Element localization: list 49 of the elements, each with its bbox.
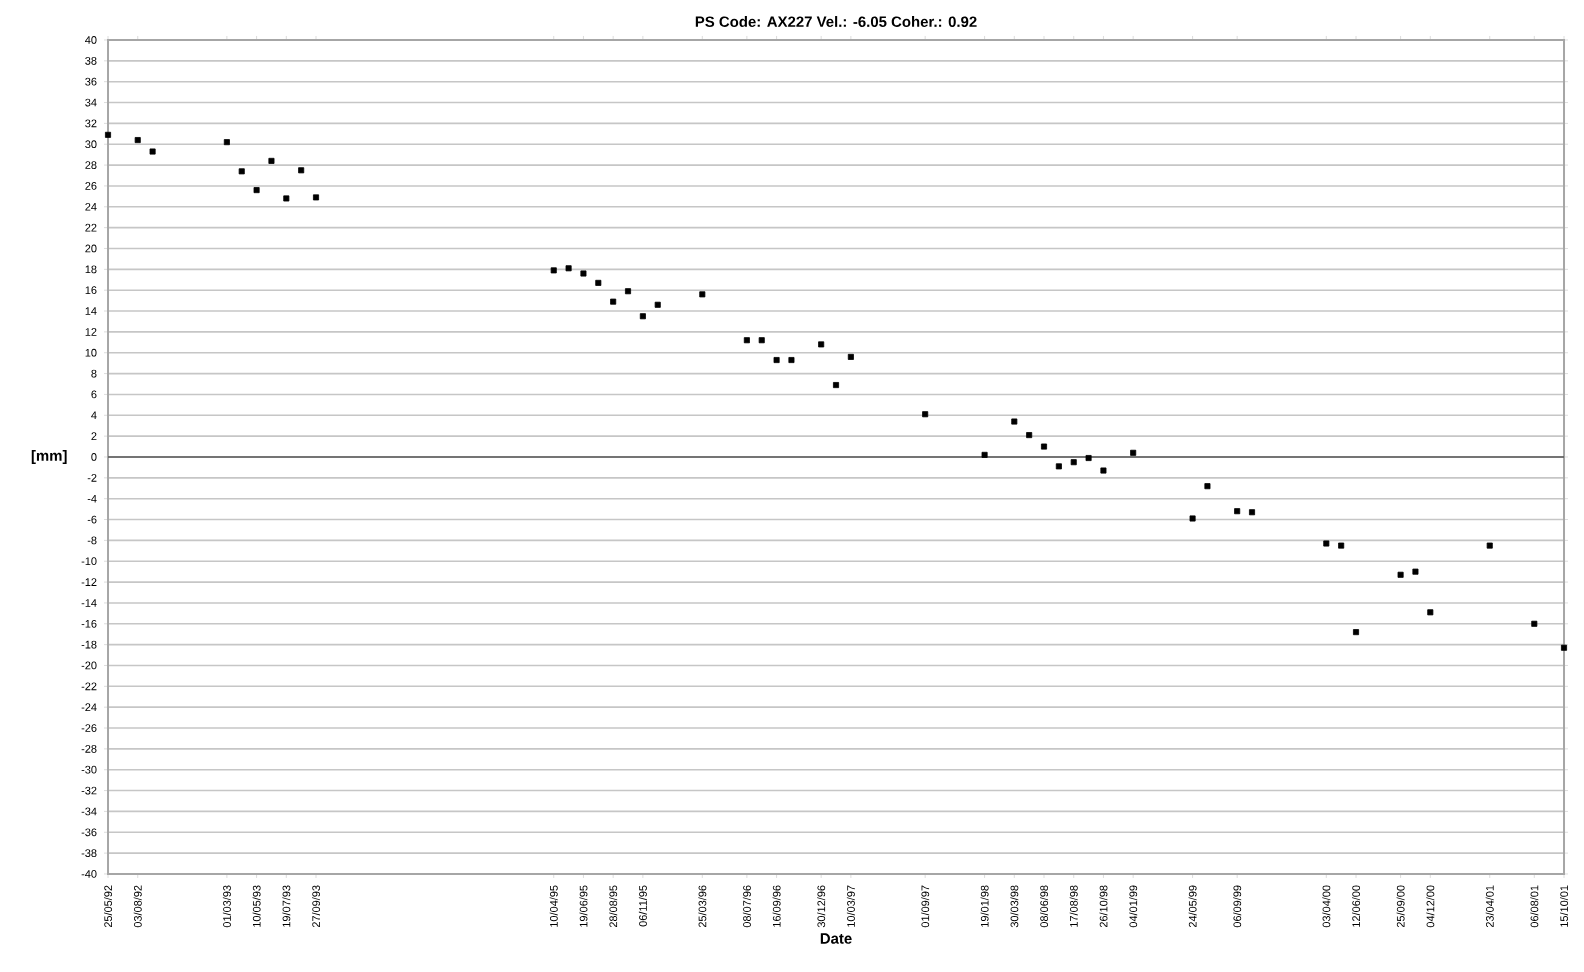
point	[610, 298, 617, 305]
point	[595, 279, 602, 286]
point	[1055, 463, 1062, 470]
point	[625, 288, 632, 295]
point	[268, 157, 275, 164]
point	[1412, 568, 1419, 575]
point	[1486, 542, 1493, 549]
point	[298, 167, 305, 174]
point	[1234, 508, 1241, 515]
point	[922, 411, 929, 418]
point	[981, 451, 988, 458]
point	[1189, 515, 1196, 522]
point	[149, 148, 156, 155]
point	[639, 313, 646, 320]
point	[773, 357, 780, 364]
point	[1204, 483, 1211, 490]
point	[580, 270, 587, 277]
point	[788, 357, 795, 364]
point	[1011, 418, 1018, 425]
point	[833, 382, 840, 389]
point	[1041, 443, 1048, 450]
point	[223, 139, 230, 146]
point	[134, 137, 141, 144]
point	[818, 341, 825, 348]
point	[699, 291, 706, 298]
point	[1353, 629, 1360, 636]
point	[1323, 540, 1330, 547]
point	[1070, 459, 1077, 466]
point	[1427, 609, 1434, 616]
point	[1026, 432, 1033, 439]
point	[565, 265, 572, 272]
point	[1561, 644, 1568, 651]
point	[105, 131, 112, 138]
point	[1397, 571, 1404, 578]
point	[1085, 455, 1092, 462]
point	[550, 267, 557, 274]
point	[1531, 620, 1538, 627]
point	[283, 195, 290, 202]
point	[253, 187, 260, 194]
point	[1249, 509, 1256, 516]
point	[313, 194, 320, 201]
point	[654, 301, 661, 308]
point	[743, 337, 750, 344]
point	[758, 337, 765, 344]
point	[1130, 449, 1137, 456]
point	[847, 353, 854, 360]
point	[1338, 542, 1345, 549]
point	[238, 168, 245, 175]
point	[1100, 467, 1107, 474]
